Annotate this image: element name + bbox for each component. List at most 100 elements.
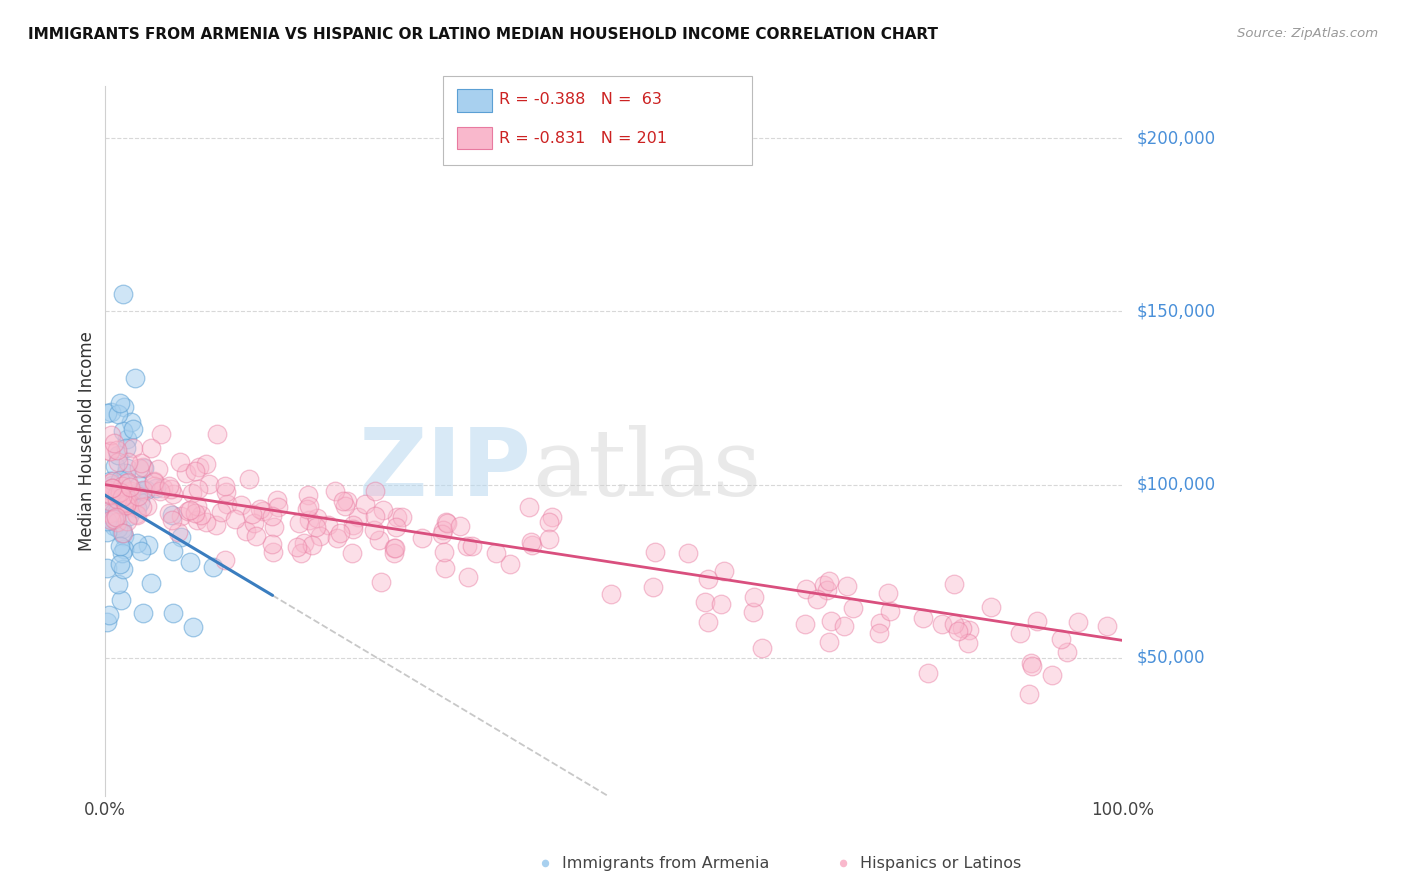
Point [309,529,332,543]
Point [112,424,135,438]
Point [238,472,260,486]
Point [112,400,135,414]
Point [162,544,184,558]
Point [117,461,139,475]
Point [950,621,973,635]
Point [122,421,145,435]
Point [183,507,205,521]
Point [132,606,155,620]
Point [1050,632,1073,646]
Point [115,433,138,447]
Point [342,522,364,536]
Point [391,509,413,524]
Point [107,576,129,591]
Point [301,538,323,552]
Point [813,578,835,592]
Text: Hispanics or Latinos: Hispanics or Latinos [860,856,1022,871]
Point [103,506,125,520]
Point [100,513,122,527]
Point [117,487,139,501]
Point [132,483,155,497]
Point [869,615,891,630]
Text: R = -0.831   N = 201: R = -0.831 N = 201 [499,131,668,145]
Point [411,531,433,545]
Point [157,479,180,493]
Point [104,458,127,473]
Point [519,535,541,549]
Point [110,593,132,607]
Point [710,597,733,611]
Point [96,615,118,629]
Point [644,545,666,559]
Point [815,582,838,597]
Point [433,545,456,559]
Point [104,509,127,524]
Point [818,635,841,649]
Point [117,495,139,509]
Point [160,513,183,527]
Point [205,517,228,532]
Point [110,539,132,553]
Point [134,460,156,475]
Point [145,481,167,495]
Point [111,287,134,301]
Point [209,504,232,518]
Point [146,461,169,475]
Point [285,540,308,554]
Point [114,497,136,511]
Point [96,524,118,539]
Point [128,478,150,492]
Point [103,511,125,525]
Point [433,561,456,575]
Point [215,485,238,500]
Point [295,501,318,516]
Point [460,539,482,553]
Point [143,479,166,493]
Point [316,517,339,532]
Point [333,500,356,514]
Point [101,481,124,495]
Point [162,487,184,501]
Point [111,525,134,540]
Point [298,513,321,527]
Point [124,370,146,384]
Point [342,546,364,560]
Point [96,514,118,528]
Text: $150,000: $150,000 [1136,302,1215,320]
Text: $200,000: $200,000 [1136,129,1215,147]
Point [108,396,131,410]
Point [326,531,349,545]
Point [159,482,181,496]
Point [103,505,125,519]
Point [229,498,252,512]
Point [214,552,236,566]
Point [432,523,454,537]
Point [127,489,149,503]
Point [98,483,121,497]
Point [1042,668,1064,682]
Point [115,497,138,511]
Point [111,522,134,536]
Point [194,457,217,471]
Point [430,527,453,541]
Point [170,530,193,544]
Point [943,617,966,632]
Point [449,518,471,533]
Point [105,516,128,530]
Point [741,606,763,620]
Point [170,508,193,523]
Point [97,607,120,622]
Point [157,507,180,521]
Point [107,521,129,535]
Point [96,561,118,575]
Point [186,499,208,513]
Point [305,520,328,534]
Point [136,538,159,552]
Y-axis label: Median Household Income: Median Household Income [79,331,96,551]
Point [103,435,125,450]
Point [148,483,170,498]
Point [820,614,842,628]
Point [177,504,200,518]
Point [931,616,953,631]
Point [98,474,121,488]
